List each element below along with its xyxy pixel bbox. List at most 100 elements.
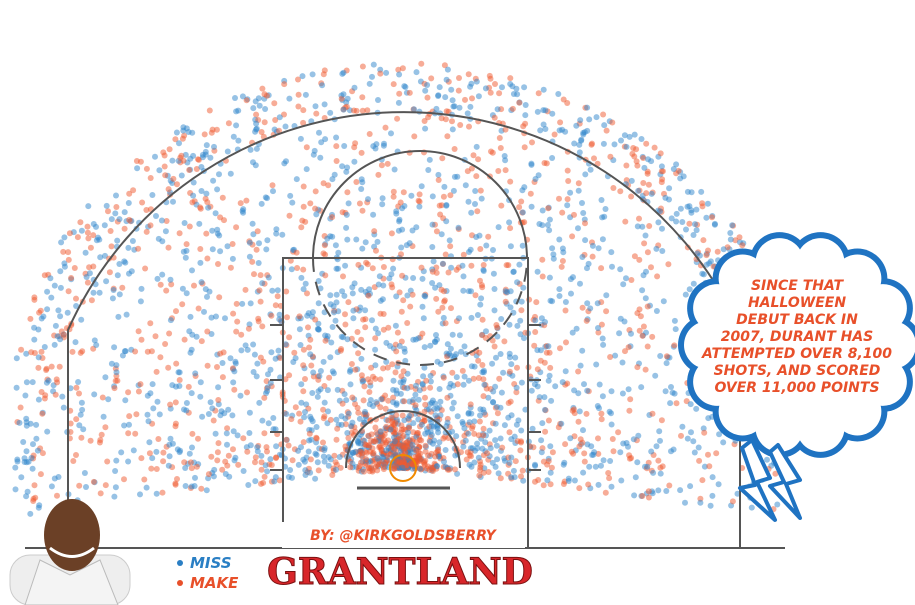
shot-dot [419, 303, 426, 310]
shot-dot [340, 106, 347, 113]
shot-dot [460, 287, 467, 294]
shot-dot [345, 200, 352, 207]
shot-dot [557, 345, 563, 352]
shot-dot [372, 362, 379, 369]
shot-dot [325, 182, 332, 189]
shot-dot [333, 416, 340, 423]
shot-dot [93, 223, 99, 230]
shot-dot [649, 333, 656, 340]
shot-dot [170, 175, 177, 182]
shot-dot [393, 293, 400, 300]
shot-dot [715, 481, 722, 488]
shot-dot [264, 384, 271, 391]
shot-dot [296, 326, 303, 333]
shot-dot [37, 307, 44, 314]
shot-dot [189, 444, 195, 451]
shot-dot [598, 410, 605, 417]
shot-dot [642, 366, 649, 373]
shot-dot [270, 188, 276, 195]
shot-dot [584, 104, 591, 111]
shot-dot [491, 286, 498, 292]
shot-dot [333, 466, 339, 473]
shot-dot [575, 390, 582, 397]
shot-dot [165, 364, 172, 371]
shot-dot [542, 126, 549, 132]
shot-dot [12, 486, 19, 493]
shot-dot [416, 191, 423, 198]
shot-dot [341, 391, 348, 398]
shot-dot [249, 220, 256, 227]
shot-dot [426, 156, 433, 163]
shot-dot [410, 336, 417, 343]
shot-dot [612, 352, 619, 359]
shot-dot [313, 424, 320, 430]
shot-dot [298, 224, 305, 231]
shot-dot [636, 327, 643, 334]
shot-dot [347, 381, 354, 388]
shot-dot [528, 387, 535, 394]
shot-dot [444, 66, 451, 73]
shot-dot [564, 196, 571, 203]
shot-dot [449, 118, 455, 125]
shot-dot [427, 384, 434, 391]
shot-dot [233, 224, 240, 231]
callout-text: Since thatHalloweendebut back in2007, Du… [701, 278, 892, 396]
shot-dot [506, 321, 513, 328]
shot-dot [479, 362, 486, 368]
shot-dot [398, 251, 404, 258]
shot-dot [658, 168, 665, 175]
shot-dot [284, 314, 290, 321]
shot-dot [173, 129, 180, 136]
shot-dot [550, 255, 557, 262]
shot-dot [18, 346, 25, 353]
shot-dot [491, 114, 498, 121]
shot-dot [150, 405, 157, 412]
shot-dot [209, 126, 216, 133]
shot-dot [350, 307, 357, 314]
shot-dot [377, 70, 384, 77]
shot-dot [325, 408, 331, 415]
shot-dot [339, 400, 346, 407]
shot-dot [619, 359, 626, 366]
shot-dot [404, 439, 411, 446]
shot-dot [622, 348, 628, 355]
shot-dot [625, 443, 631, 450]
shot-dot [709, 474, 716, 481]
shot-dot [406, 240, 413, 247]
shot-dot [355, 409, 362, 416]
shot-dot [399, 205, 406, 212]
shot-dot [372, 335, 379, 342]
shot-dot [512, 354, 519, 361]
shot-dot [585, 260, 592, 267]
shot-dot [492, 437, 499, 444]
cloud-inner [706, 259, 894, 431]
shot-dot [739, 242, 746, 249]
shot-dot [354, 438, 361, 445]
shot-dot [99, 394, 106, 401]
shot-dot [293, 176, 300, 183]
shot-dot [454, 470, 461, 477]
shot-dot [529, 425, 536, 432]
shot-dot [204, 255, 211, 262]
shot-dot [257, 354, 264, 361]
shot-dot [224, 243, 231, 250]
shot-dot [353, 179, 360, 185]
shot-dot [461, 343, 468, 350]
shot-dot [482, 439, 489, 446]
shot-dot [239, 300, 246, 307]
shot-dot [575, 187, 582, 194]
shot-dot [461, 373, 468, 380]
shot-dot [446, 237, 453, 244]
shot-dot [441, 458, 447, 465]
shot-dot [82, 249, 89, 256]
shot-dot [548, 397, 555, 404]
shot-dot [158, 217, 165, 224]
shot-dot [720, 246, 727, 253]
shot-dot [621, 132, 628, 139]
shot-dot [219, 194, 226, 201]
shot-dot [593, 114, 600, 121]
shot-dot [384, 364, 391, 371]
shot-dot [576, 149, 583, 156]
shot-dot [487, 89, 494, 96]
